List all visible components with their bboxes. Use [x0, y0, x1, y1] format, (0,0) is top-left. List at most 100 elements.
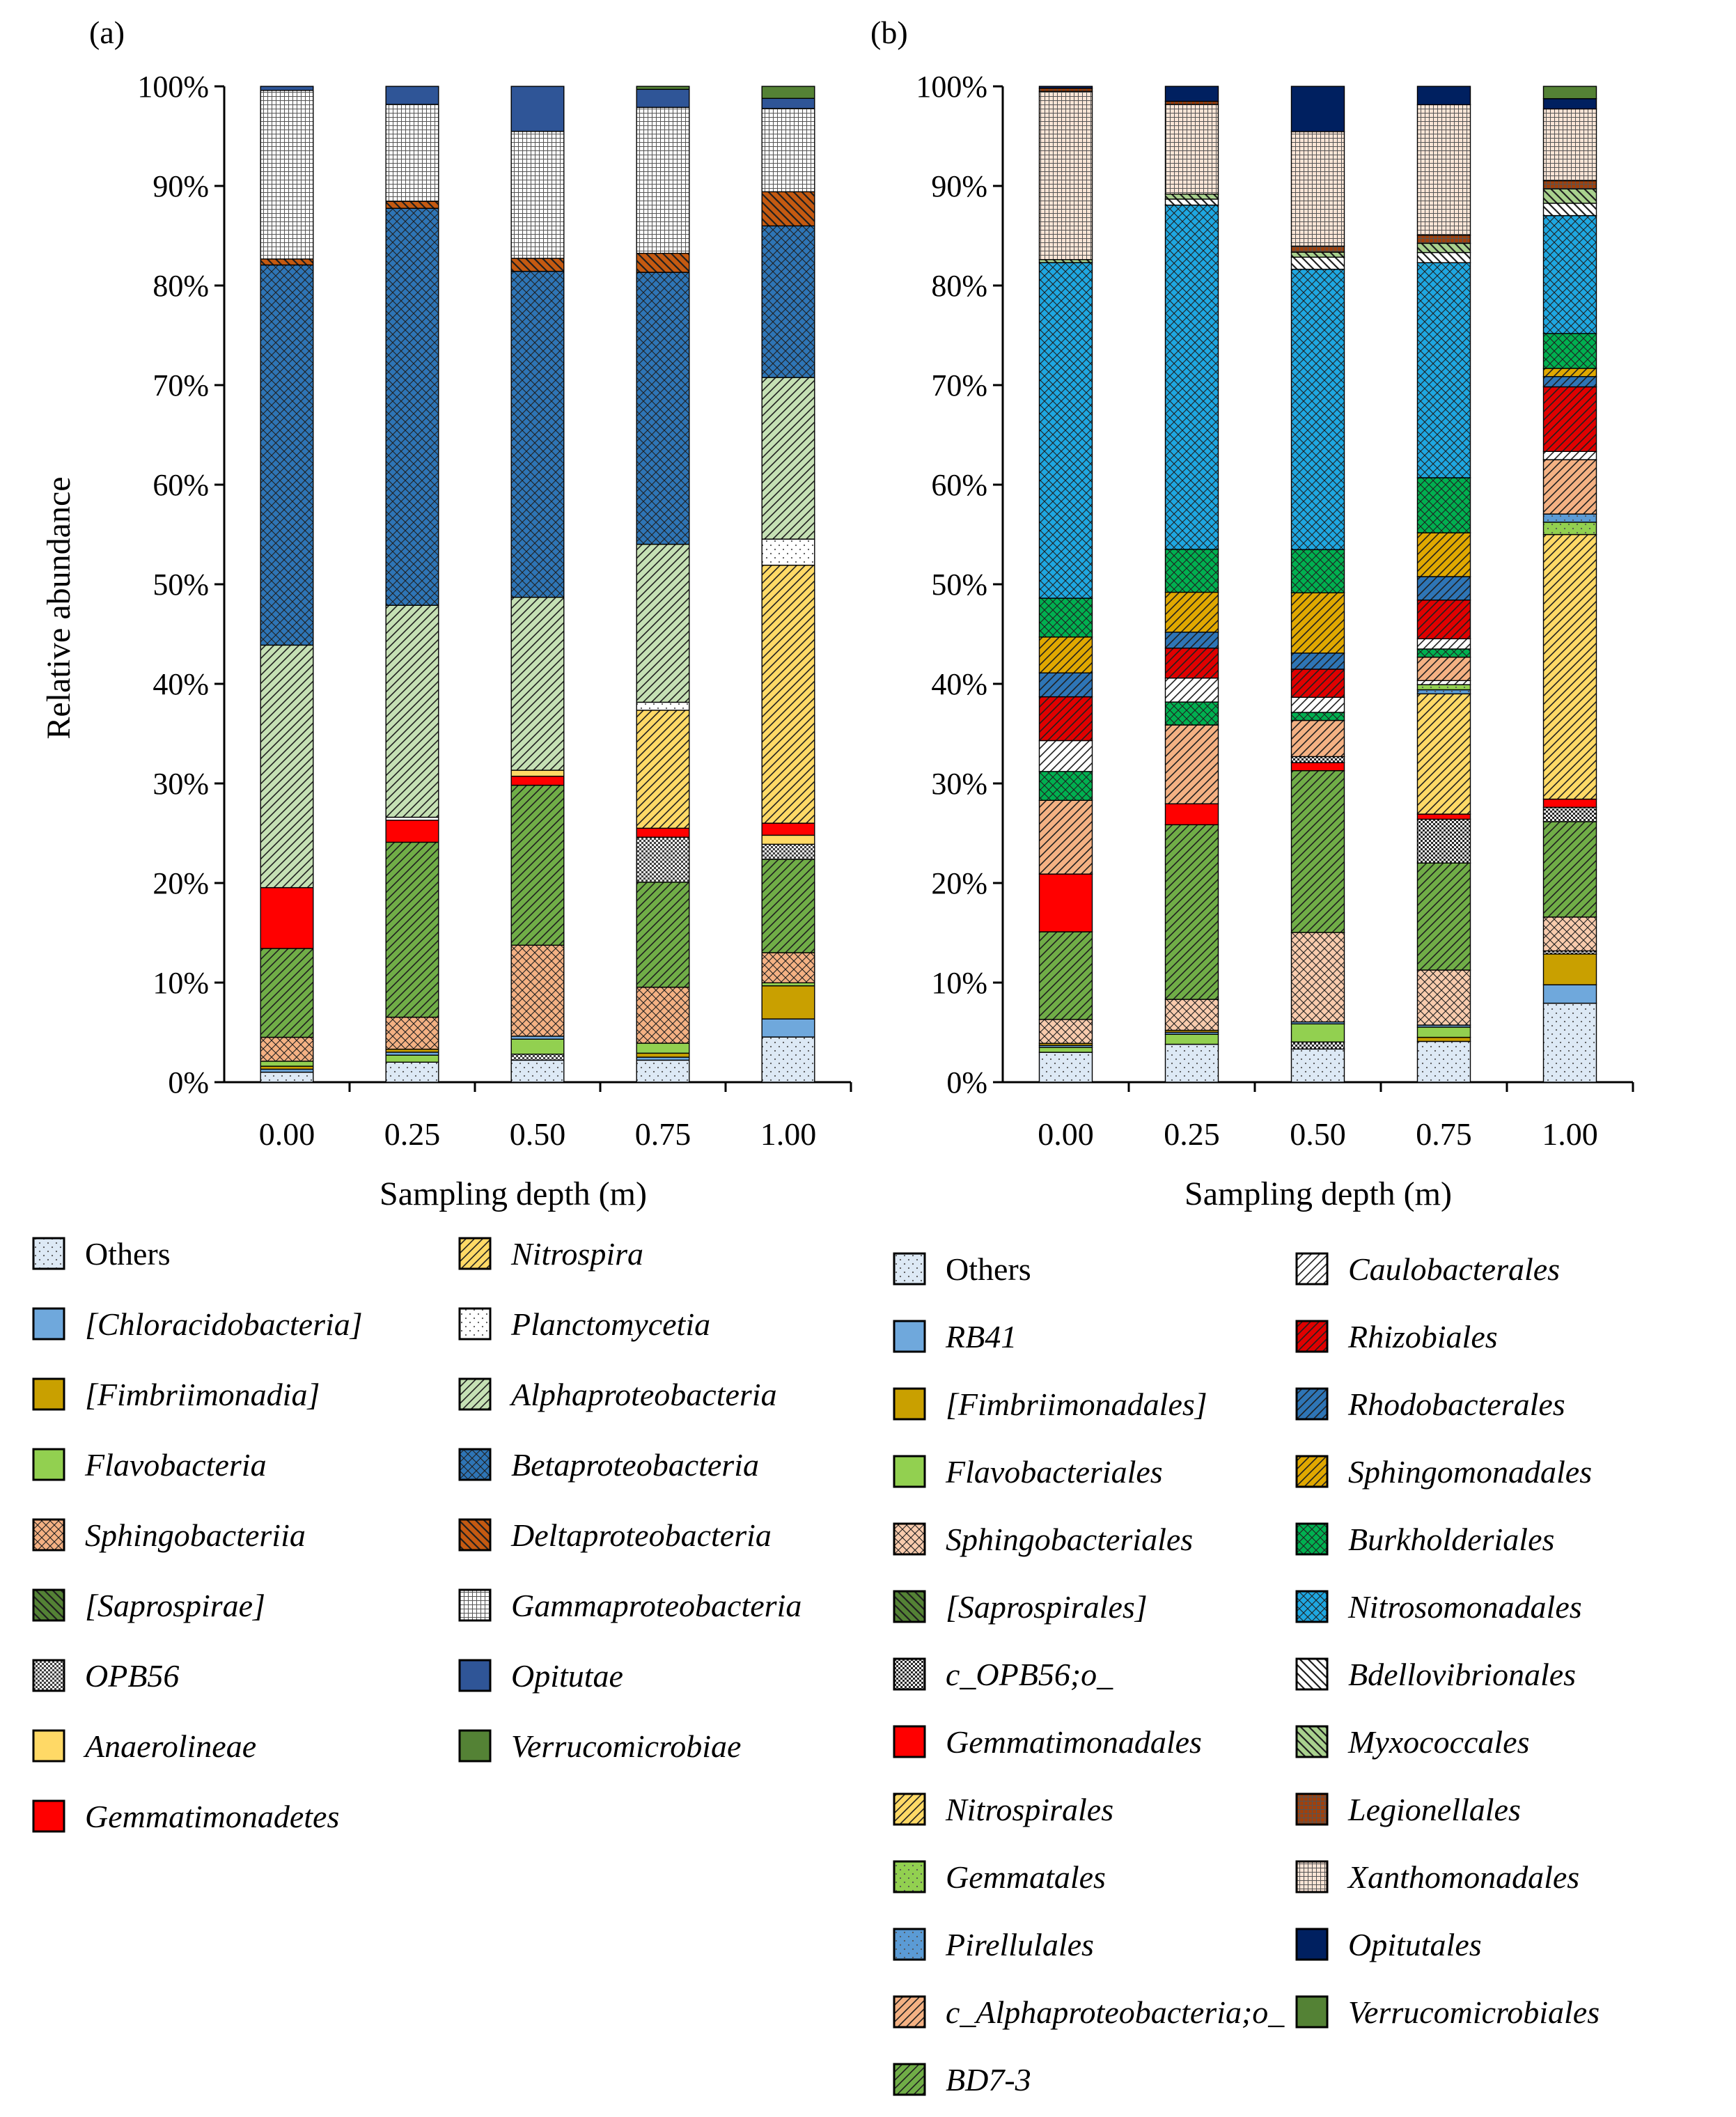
bar-segment-nitrospirales: [1542, 533, 1597, 800]
bar-segment-verrucomicrobiae: [636, 86, 690, 91]
bar-segment-fimbriimonadales: [1542, 953, 1597, 985]
legend-swatch-flavobacteria: [32, 1448, 65, 1481]
bar-segment-bdellovibrionales: [1290, 256, 1345, 270]
bar-segment-rhizobiales: [1164, 648, 1219, 679]
x-tick-label: 1.00: [1542, 1116, 1598, 1152]
legend-label-verrucomicrobiales: Verrucomicrobiales: [1348, 1994, 1600, 2030]
bar-segment-others: [1542, 1002, 1597, 1083]
x-tick-label: 0.75: [1416, 1116, 1472, 1152]
x-tick-label: 0.00: [1038, 1116, 1094, 1152]
bar-segment-gemmatimonadetes: [510, 775, 565, 786]
y-tick-label: 100%: [137, 70, 209, 104]
bar-segment-caulobacterales: [1542, 451, 1597, 460]
legend-label-nitrospira: Nitrospira: [510, 1236, 643, 1272]
legend-label-saprospirae: [Saprospirae]: [85, 1588, 265, 1623]
bar-segment-xanthomonadales: [1164, 104, 1219, 195]
legend-swatch-fimbriimonadales: [893, 1387, 926, 1421]
bar-segment-sphingobacteriales: [1164, 999, 1219, 1031]
bar-segment-gemmatimonadales: [1290, 762, 1345, 772]
legend-swatch-sphingobacteriia: [32, 1518, 65, 1552]
bar-segment-bd7-3: [1290, 770, 1345, 933]
legend-swatch-gemmatimonadales: [893, 1725, 926, 1758]
legend-label-saprospirales: [Saprospirales]: [946, 1589, 1148, 1625]
bar-segment-rhizobiales: [1290, 669, 1345, 698]
bar-segment-nitrosomonadales: [1290, 268, 1345, 550]
bar-segment-alphaproteobacteria: [636, 543, 690, 703]
panel-label-a: (a): [89, 15, 125, 50]
bar-segment-betaproteobacteria: [510, 270, 565, 598]
bar-segment-nitrospira: [636, 710, 690, 829]
bar-segment-gemmatimonadetes: [260, 886, 314, 949]
bar-segment-opitutae: [761, 97, 815, 109]
legend-label-gemmatimonadales: Gemmatimonadales: [946, 1724, 1202, 1760]
legend-label-opb56: OPB56: [85, 1658, 179, 1694]
legend-label-anaerolineae: Anaerolineae: [83, 1728, 256, 1764]
legend-swatch-rhodobacterales: [1295, 1387, 1329, 1421]
legend-swatch-rb41: [893, 1320, 926, 1353]
bar-segment-myxococcales: [1542, 188, 1597, 204]
bar-segment-rhizobiales: [1416, 599, 1471, 640]
bar-segment-gemmatimonadales: [1038, 873, 1093, 932]
bar-segment-deltaproteobacteria: [510, 258, 565, 272]
bar-segment-bd7-3: [1542, 821, 1597, 918]
y-tick-label: 10%: [931, 966, 987, 1000]
legend-label-deltaproteobacteria: Deltaproteobacteria: [510, 1517, 772, 1553]
bar-segment-gemmatimonadales: [1542, 798, 1597, 808]
legend-swatch-opitutales: [1295, 1928, 1329, 1961]
bar-segment-opitutales: [1290, 86, 1345, 132]
legend-swatch-sphingomonadales: [1295, 1455, 1329, 1488]
bar-segment-c-alphaproteobacteria-o: [1164, 724, 1219, 804]
legend-label-fimbriimonadales: [Fimbriimonadales]: [946, 1386, 1207, 1422]
x-tick-label: 0.75: [635, 1116, 691, 1152]
bar-segment-opb56: [510, 1054, 565, 1061]
bar-segment-xanthomonadales: [1038, 91, 1093, 260]
bar-segment-caulobacterales: [1290, 696, 1345, 713]
bar-segment-sphingomonadales: [1542, 368, 1597, 377]
bar-segment-gammaproteobacteria: [636, 107, 690, 254]
bar-segment-opb56: [761, 843, 815, 860]
bar-segment-sphingobacteriia: [636, 986, 690, 1044]
bar-segment-rhodobacterales: [1290, 653, 1345, 670]
legend-swatch-pirellulales: [893, 1928, 926, 1961]
bar-segment-rhizobiales: [1542, 386, 1597, 452]
bar-segment-sphingobacteriia: [385, 1016, 439, 1050]
bar-segment-gemmatales: [1416, 684, 1471, 691]
legend-swatch-planctomycetia: [458, 1307, 492, 1341]
legend-swatch-rhizobiales: [1295, 1320, 1329, 1353]
x-tick-label: 1.00: [760, 1116, 817, 1152]
bar-segment-flavobacteria: [636, 1042, 690, 1054]
bar-segment-c-alphaproteobacteria-o: [1416, 656, 1471, 682]
bar-segment-sphingobacteriales: [1290, 932, 1345, 1023]
legend-swatch-caulobacterales: [1295, 1252, 1329, 1286]
bar-segment-anaerolineae: [761, 834, 815, 845]
legend-label-myxococcales: Myxococcales: [1347, 1724, 1530, 1760]
legend-swatch-flavobacteriales: [893, 1455, 926, 1488]
bar-segment-others: [260, 1071, 314, 1083]
bar-segment-others: [761, 1036, 815, 1083]
bar-segment-flavobacteriales: [1164, 1033, 1219, 1045]
bar-segment-caulobacterales: [1164, 677, 1219, 703]
bar-segment-xanthomonadales: [1290, 131, 1345, 247]
y-tick-label: 30%: [931, 767, 987, 801]
legend-swatch-sphingobacteriales: [893, 1522, 926, 1556]
bar-segment-opb56x: [1290, 1041, 1345, 1050]
bar-segment-others: [636, 1059, 690, 1083]
bar-segment-burkholderiales: [1164, 701, 1219, 726]
bar-segment-rhizobiales: [1038, 696, 1093, 742]
bar-segment-legionellales: [1290, 245, 1345, 253]
y-tick-label: 20%: [153, 866, 209, 900]
bar-segment-others: [1038, 1052, 1093, 1083]
bar-segment-burkholderiales: [1416, 648, 1471, 658]
bar-segment-planctomycetia: [761, 538, 815, 566]
legend-label-gammaproteobacteria: Gammaproteobacteria: [511, 1588, 801, 1623]
legend-swatch-nitrosomonadales: [1295, 1590, 1329, 1623]
bar-segment-fimbriimonadales: [1416, 1036, 1471, 1042]
bar-segment-c-opb56-o: [1416, 818, 1471, 864]
legend-swatch-anaerolineae: [32, 1729, 65, 1763]
bar-segment-myxococcales: [1164, 194, 1219, 200]
legend-label-flavobacteriales: Flavobacteriales: [945, 1454, 1163, 1490]
bar-segment-nitrosomonadales: [1164, 204, 1219, 550]
legend-swatch-c-alphaproteobacteria-o: [893, 1995, 926, 2029]
bar-segment-burkholderiales: [1164, 549, 1219, 593]
bar-segment-anaerolineae: [510, 770, 565, 777]
